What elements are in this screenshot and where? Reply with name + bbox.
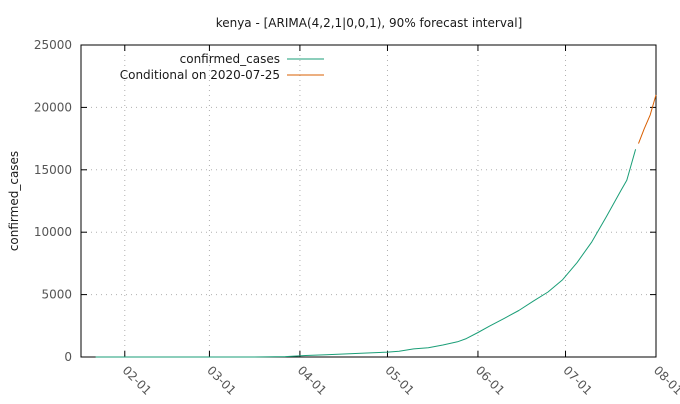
legend-label-2: Conditional on 2020-07-25: [120, 68, 280, 82]
grid: [81, 45, 657, 357]
y-tick-label: 15000: [34, 163, 72, 177]
x-tick-label: 06-01: [473, 363, 508, 398]
legend-label-1: confirmed_cases: [180, 52, 280, 66]
y-tick-label: 25000: [34, 38, 72, 52]
series-line-1: [95, 149, 637, 358]
x-tick-label: 02-01: [120, 363, 155, 398]
plot-frame: [80, 44, 657, 358]
x-tick-label: 05-01: [382, 363, 417, 398]
x-tick-label: 04-01: [295, 363, 330, 398]
chart-title: kenya - [ARIMA(4,2,1|0,0,1), 90% forecas…: [216, 16, 523, 30]
y-tick-label: 20000: [34, 100, 72, 114]
legend: confirmed_cases Conditional on 2020-07-25: [120, 52, 324, 82]
y-tick-label: 5000: [41, 288, 72, 302]
y-tick-label: 10000: [34, 225, 72, 239]
series-layer: [95, 94, 657, 358]
x-tick-label: 03-01: [204, 363, 239, 398]
y-axis-ticks: 0 5000 10000 15000 20000 25000: [34, 38, 656, 364]
x-axis-ticks: 02-01 03-01 04-01 05-01 06-01 07-01 08-01: [120, 45, 680, 398]
series-line-2: [638, 94, 657, 144]
x-tick-label: 07-01: [560, 363, 595, 398]
y-tick-label: 0: [64, 350, 72, 364]
x-tick-label: 08-01: [651, 363, 680, 398]
y-axis-title: confirmed_cases: [7, 151, 21, 251]
